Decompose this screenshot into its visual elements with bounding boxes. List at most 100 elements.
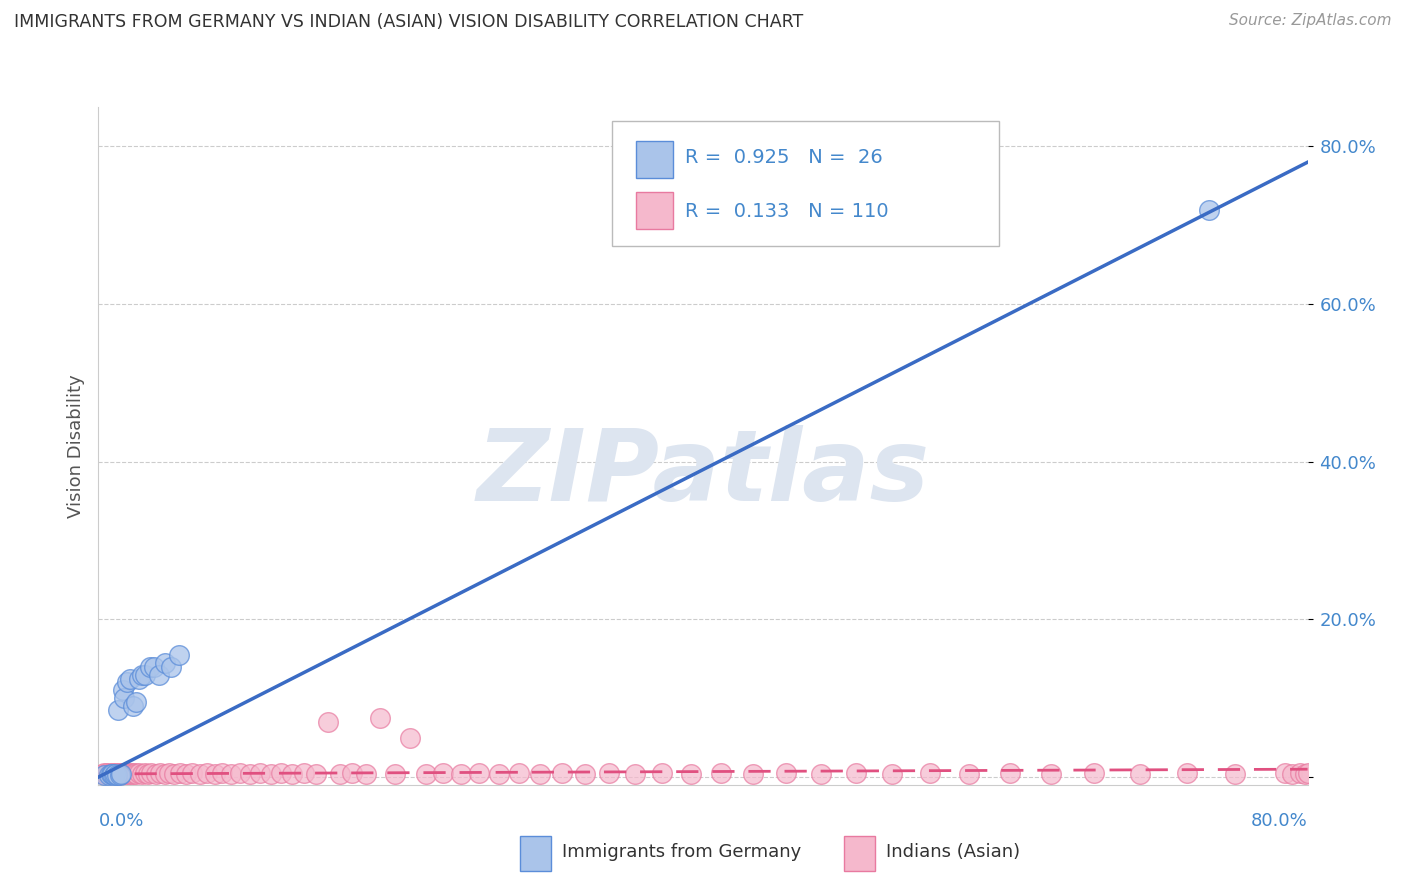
Point [128,672,150,686]
Point [107,703,129,717]
Point [131,767,153,781]
Point [918,766,941,780]
Point [1039,767,1062,781]
Point [174,767,197,781]
Point [957,767,980,781]
Point [115,675,138,690]
FancyBboxPatch shape [612,120,1000,246]
Point [110,767,132,781]
Point [114,766,136,780]
Point [94,767,117,781]
Point [112,691,135,706]
Point [100,766,122,780]
Point [124,766,146,780]
Point [104,767,127,781]
Point [260,767,283,781]
Point [229,766,252,780]
Point [153,767,176,781]
Point [118,766,141,780]
Point [120,672,142,686]
Point [432,766,454,780]
Point [1175,766,1198,780]
Point [108,768,131,782]
Point [1129,767,1152,781]
Point [111,683,134,698]
Point [122,767,145,781]
Point [551,766,574,780]
Point [239,767,262,781]
Point [100,767,122,781]
Point [169,766,191,780]
Point [188,767,211,781]
FancyBboxPatch shape [637,141,672,178]
Point [204,767,226,781]
Point [368,711,391,725]
Point [103,766,125,780]
Point [105,768,128,782]
Point [98,767,121,781]
Point [108,766,131,780]
Point [98,768,121,782]
Point [96,766,118,780]
Point [1294,767,1316,781]
Text: R =  0.133   N = 110: R = 0.133 N = 110 [685,202,889,221]
Point [121,766,143,780]
Point [120,767,142,781]
Point [292,766,315,780]
Point [598,766,620,780]
Point [104,767,127,781]
Text: 0.0%: 0.0% [98,812,143,830]
FancyBboxPatch shape [637,192,672,229]
Point [101,767,124,781]
Point [159,766,181,780]
Point [281,767,304,781]
Point [775,766,797,780]
Point [398,731,420,745]
Point [134,667,156,681]
Point [110,767,132,781]
Point [1198,202,1220,217]
Point [741,767,763,781]
Point [1223,767,1246,781]
Point [710,766,733,780]
Point [1296,766,1319,780]
Point [342,766,364,780]
Point [845,766,868,780]
Point [468,766,491,780]
Point [145,767,167,781]
Point [316,714,339,729]
Point [651,766,673,780]
Point [181,766,204,780]
Point [167,648,190,662]
Point [329,767,352,781]
Point [195,766,218,780]
Point [305,767,328,781]
Text: 80.0%: 80.0% [1251,812,1308,830]
Point [93,768,115,782]
Point [270,766,292,780]
Point [122,699,145,714]
Point [91,767,114,781]
Point [141,766,163,780]
Point [163,767,186,781]
Text: R =  0.925   N =  26: R = 0.925 N = 26 [685,148,883,167]
Point [134,766,156,780]
Point [125,695,148,709]
Point [211,766,233,780]
Point [529,767,551,781]
Point [508,766,530,780]
Point [488,767,510,781]
Point [810,767,832,781]
Point [221,767,243,781]
Y-axis label: Vision Disability: Vision Disability [66,374,84,518]
Point [93,766,115,780]
Point [107,767,129,781]
Point [112,767,135,781]
Point [1281,767,1303,781]
Text: IMMIGRANTS FROM GERMANY VS INDIAN (ASIAN) VISION DISABILITY CORRELATION CHART: IMMIGRANTS FROM GERMANY VS INDIAN (ASIAN… [14,13,803,31]
Point [131,667,153,681]
Point [115,767,138,781]
Point [101,767,124,781]
Point [249,766,271,780]
Text: Source: ZipAtlas.com: Source: ZipAtlas.com [1229,13,1392,29]
